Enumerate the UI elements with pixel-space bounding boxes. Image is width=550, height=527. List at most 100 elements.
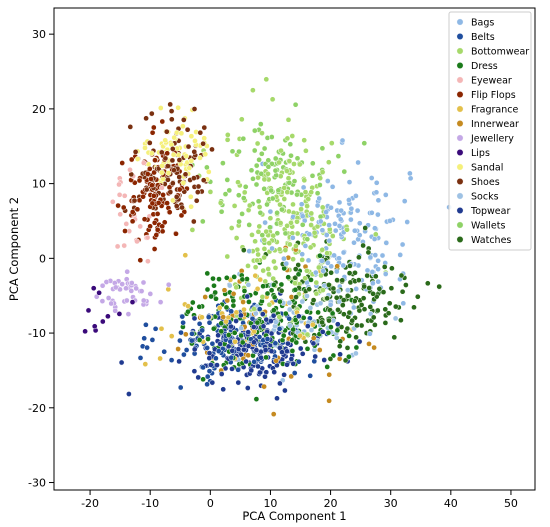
data-point-shoes	[168, 108, 175, 114]
data-point-bags	[407, 175, 414, 182]
y-tick-label: 20	[32, 103, 46, 116]
x-tick-label: 20	[324, 497, 338, 510]
data-point-flip-flops	[154, 226, 161, 233]
data-point-watches	[344, 325, 351, 332]
data-point-innerwear	[224, 297, 231, 304]
legend-marker	[456, 163, 464, 171]
data-point-flip-flops	[150, 192, 157, 199]
data-point-watches	[361, 283, 368, 290]
data-point-flip-flops	[153, 232, 160, 238]
data-point-wallets	[272, 155, 279, 162]
data-point-bags	[281, 255, 287, 262]
data-point-sandal	[183, 153, 190, 159]
data-point-wallets	[218, 208, 225, 215]
data-point-fragrance	[254, 285, 261, 292]
data-point-bottomwear	[308, 210, 315, 217]
data-point-watches	[367, 304, 374, 310]
data-point-bags	[400, 300, 407, 307]
data-point-dress	[315, 309, 321, 316]
data-point-belts	[206, 319, 213, 326]
data-point-flip-flops	[149, 182, 155, 189]
data-point-belts	[178, 329, 184, 336]
data-point-topwear	[270, 312, 277, 319]
data-point-belts	[188, 337, 195, 344]
data-point-watches	[278, 287, 285, 294]
data-point-dress	[211, 282, 217, 289]
data-point-topwear	[244, 385, 251, 391]
data-point-bags	[269, 245, 275, 252]
data-point-socks	[317, 300, 324, 307]
data-point-flip-flops	[148, 176, 154, 182]
data-point-bottomwear	[207, 189, 214, 195]
data-point-watches	[392, 303, 399, 310]
data-point-wallets	[317, 182, 323, 188]
data-point-watches	[414, 293, 421, 300]
data-point-topwear	[297, 345, 304, 352]
data-point-watches	[374, 307, 381, 314]
data-point-flip-flops	[159, 228, 166, 235]
data-point-belts	[295, 358, 302, 365]
data-point-bottomwear	[290, 201, 296, 208]
data-point-dress	[239, 339, 246, 346]
data-point-dress	[204, 270, 211, 277]
data-point-sandal	[188, 133, 195, 140]
data-point-topwear	[282, 387, 288, 394]
data-point-bags	[355, 159, 361, 166]
data-point-fragrance	[297, 332, 303, 339]
data-point-watches	[360, 242, 366, 249]
data-point-jewellery	[119, 281, 126, 287]
data-point-shoes	[191, 106, 198, 112]
data-point-innerwear	[326, 397, 332, 404]
legend-entry: Innerwear	[471, 119, 519, 130]
data-point-bottomwear	[286, 158, 293, 164]
data-point-bags	[333, 268, 340, 275]
data-point-flip-flops	[164, 200, 170, 206]
data-point-topwear	[274, 395, 280, 402]
data-point-bags	[339, 137, 346, 144]
data-point-topwear	[229, 366, 235, 372]
legend-box	[448, 11, 532, 251]
data-point-topwear	[290, 360, 297, 367]
data-point-dress	[271, 282, 277, 288]
x-tick-label: -10	[141, 497, 159, 510]
data-point-bags	[329, 183, 336, 190]
data-point-flip-flops	[129, 209, 136, 215]
data-point-bottomwear	[319, 169, 326, 175]
data-point-innerwear	[273, 357, 279, 364]
data-point-bottomwear	[304, 203, 310, 209]
legend-entry: Lips	[471, 148, 490, 159]
data-point-bags	[299, 213, 306, 220]
data-point-jewellery	[108, 300, 115, 307]
data-point-dress	[205, 336, 211, 342]
data-point-dress	[218, 320, 225, 327]
data-point-topwear	[304, 323, 311, 329]
data-point-bottomwear	[278, 147, 284, 154]
plot-frame	[53, 7, 536, 491]
data-point-topwear	[218, 371, 225, 377]
data-point-belts	[209, 340, 216, 347]
data-point-watches	[382, 306, 389, 313]
y-tick-label: -30	[28, 477, 46, 490]
data-point-belts	[228, 308, 235, 315]
data-point-wallets	[239, 211, 245, 217]
data-point-jewellery	[123, 297, 130, 304]
data-point-wallets	[242, 183, 249, 190]
data-point-bags	[356, 220, 363, 227]
data-point-flip-flops	[151, 169, 157, 176]
data-point-shoes	[163, 128, 170, 135]
data-point-bags	[320, 268, 327, 274]
data-point-bottomwear	[245, 263, 251, 269]
data-point-watches	[366, 285, 373, 291]
data-point-bottomwear	[344, 226, 350, 233]
data-point-wallets	[250, 175, 256, 182]
data-point-topwear	[268, 318, 274, 324]
data-point-bags	[340, 262, 347, 269]
data-point-belts	[189, 330, 195, 337]
data-point-watches	[328, 269, 334, 276]
data-point-belts	[249, 315, 256, 322]
data-point-dress	[210, 325, 217, 332]
x-axis-label: PCA Component 1	[242, 509, 346, 523]
data-point-bottomwear	[289, 133, 296, 139]
data-point-flip-flops	[149, 200, 156, 207]
data-point-sandal	[180, 180, 187, 186]
